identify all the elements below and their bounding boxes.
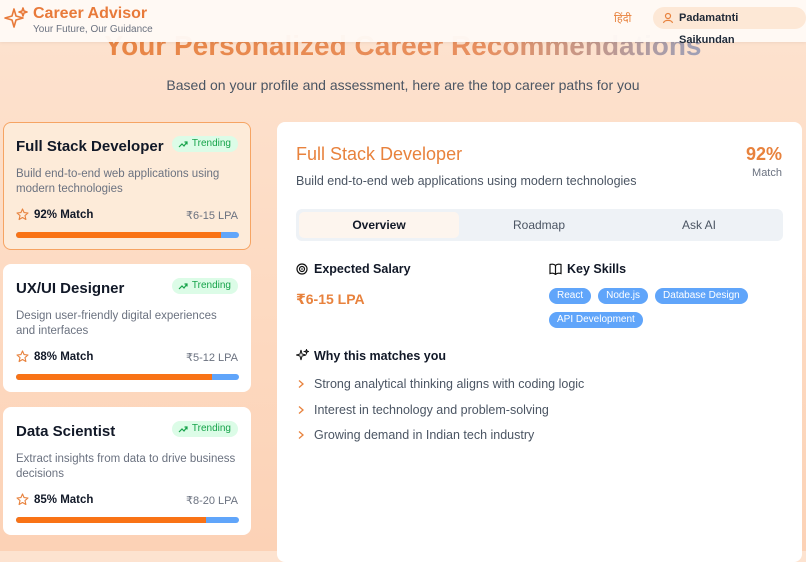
brand[interactable]: Career Advisor — [33, 5, 148, 22]
trending-badge: Trending — [171, 421, 238, 437]
star-icon — [16, 350, 29, 363]
detail-title: Full Stack Developer — [296, 144, 463, 164]
match-bar-track — [16, 232, 239, 238]
reasons-heading: Why this matches you — [314, 349, 446, 363]
user-icon — [662, 12, 674, 24]
logo-icon — [4, 7, 28, 28]
sparkle-icon — [296, 349, 309, 361]
chevron-icon — [298, 380, 304, 388]
match-bar-track — [16, 517, 239, 523]
skills-heading: Key Skills — [567, 262, 627, 276]
trend-icon — [178, 426, 188, 433]
star-icon — [16, 493, 29, 506]
tab[interactable]: Roadmap — [512, 218, 566, 232]
target-icon — [296, 263, 308, 275]
skill-chip: React — [549, 288, 592, 304]
career-detail: Full Stack Developer Build end-to-end we… — [277, 122, 802, 562]
language-toggle[interactable]: हिंदी — [614, 13, 632, 25]
reason: Growing demand in Indian tech industry — [314, 428, 535, 442]
salary-heading: Expected Salary — [314, 262, 411, 276]
salary-range: ₹5-12 LPA — [185, 352, 238, 364]
trending-badge: Trending — [171, 278, 238, 294]
trending-badge: Trending — [171, 136, 238, 152]
match-score: 88% Match — [34, 351, 94, 363]
tab[interactable]: Ask AI — [681, 218, 716, 232]
career-description: Extract insights from data to drive busi… — [16, 453, 236, 480]
career-card[interactable]: Data Scientist Trending Extract insights f… — [3, 407, 251, 535]
career-description: Design user-friendly digital experiences… — [16, 310, 217, 337]
badge-text: Trending — [191, 138, 231, 149]
reason: Interest in technology and problem-solvi… — [314, 402, 549, 417]
book-icon — [549, 263, 562, 275]
user-menu[interactable]: Padamatnti Saikundan — [653, 7, 806, 46]
detail-match: 92% — [745, 144, 782, 164]
career-card[interactable]: Full Stack Developer Trending Build end-to… — [3, 122, 251, 250]
tagline: Your Future, Our Guidance — [33, 24, 153, 35]
skill-chip: Database Design — [655, 288, 748, 304]
match-bar-track — [16, 374, 239, 380]
detail-description: Build end-to-end web applications using … — [296, 174, 637, 188]
tab[interactable]: Overview — [299, 212, 459, 238]
skill-chip: Node.js — [598, 288, 649, 304]
page-subtitle: Based on your profile and assessment, he… — [166, 77, 640, 93]
match-bar — [16, 232, 222, 238]
salary-range: ₹6-15 LPA — [185, 210, 238, 222]
skill-chip: API Development — [549, 312, 643, 328]
match-bar — [16, 374, 213, 380]
salary: ₹6-15 LPA — [296, 291, 365, 307]
career-title: Data Scientist — [16, 423, 116, 440]
detail-match-label: Match — [752, 167, 782, 179]
salary-range: ₹8-20 LPA — [185, 495, 238, 507]
match-score: 92% Match — [34, 209, 94, 221]
career-description: Build end-to-end web applications using … — [16, 168, 220, 195]
badge-text: Trending — [191, 280, 231, 291]
chevron-icon — [298, 431, 304, 439]
chevron-icon — [298, 405, 304, 414]
skill-list: React Node.js Database Design API Developme… — [549, 288, 789, 328]
tab-bar: Overview Roadmap Ask AI — [296, 209, 783, 241]
match-bar — [16, 517, 206, 523]
star-icon — [16, 208, 29, 221]
badge-text: Trending — [191, 423, 231, 434]
trend-icon — [178, 141, 188, 148]
match-score: 85% Match — [34, 494, 94, 506]
reason: Strong analytical thinking aligns with c… — [314, 377, 585, 391]
career-title: Full Stack Developer — [16, 138, 164, 155]
career-card[interactable]: UX/UI Designer Trending Design user-friend… — [3, 264, 251, 392]
career-title: UX/UI Designer — [16, 280, 125, 297]
user-name: Padamatnti Saikundan — [679, 12, 739, 46]
trend-icon — [178, 283, 188, 290]
top-bar: Career Advisor Your Future, Our Guidance… — [0, 0, 806, 46]
